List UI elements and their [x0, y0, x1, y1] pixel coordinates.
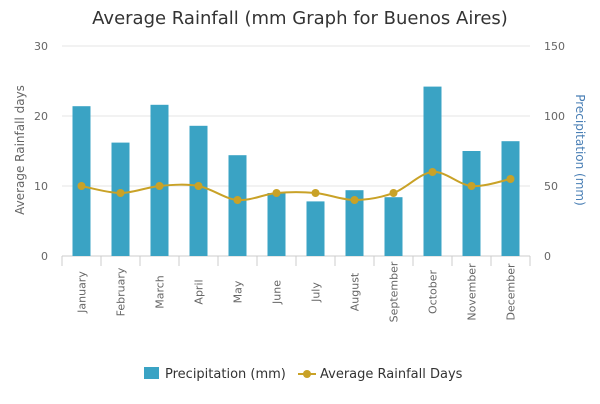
precipitation-bar[interactable]: [72, 106, 91, 256]
rainfall-days-point[interactable]: [467, 182, 476, 190]
rainfall-days-point[interactable]: [389, 189, 398, 197]
precipitation-bars: [72, 86, 520, 256]
left-axis-tick-label: 0: [41, 250, 48, 263]
precipitation-bar[interactable]: [267, 193, 286, 256]
left-axis-tick-label: 20: [34, 110, 48, 123]
rainfall-days-point[interactable]: [233, 196, 242, 204]
left-axis-label: Average Rainfall days: [13, 85, 27, 215]
legend-rainfall-days-label: Average Rainfall Days: [320, 367, 463, 382]
x-axis-category-label: June: [271, 280, 284, 305]
x-axis-category-label: July: [310, 282, 323, 303]
precipitation-bar[interactable]: [189, 125, 208, 256]
rainfall-days-point[interactable]: [506, 175, 515, 183]
precipitation-bar[interactable]: [462, 151, 481, 256]
rainfall-days-point[interactable]: [116, 189, 125, 197]
legend-precipitation-swatch: [144, 367, 159, 379]
precipitation-bar[interactable]: [306, 201, 325, 256]
left-axis-tick-label: 10: [34, 180, 48, 193]
x-axis-category-label: April: [193, 279, 206, 304]
left-axis: 0 10 20 30: [34, 40, 48, 263]
x-axis-category-label: October: [427, 270, 440, 314]
rainfall-days-point[interactable]: [155, 182, 164, 190]
x-axis-category-label: May: [232, 280, 245, 303]
legend: Precipitation (mm) Average Rainfall Days: [144, 367, 463, 382]
precipitation-bar[interactable]: [345, 190, 364, 256]
x-axis-category-label: September: [388, 261, 401, 322]
precipitation-bar[interactable]: [228, 155, 247, 256]
right-axis: 0 50 100 150: [544, 40, 565, 263]
rainfall-days-point[interactable]: [428, 168, 437, 176]
precipitation-bar[interactable]: [150, 104, 169, 256]
rainfall-days-point[interactable]: [77, 182, 86, 190]
rainfall-days-point[interactable]: [272, 189, 281, 197]
x-axis-category-label: November: [466, 263, 479, 321]
rainfall-days-point[interactable]: [311, 189, 320, 197]
right-axis-tick-label: 0: [544, 250, 551, 263]
rainfall-days-line: [77, 168, 515, 204]
right-axis-label: Precipitation (mm): [573, 94, 587, 206]
legend-rainfall-days-marker: [303, 370, 311, 378]
right-axis-tick-label: 50: [544, 180, 558, 193]
x-axis-category-label: February: [115, 267, 128, 316]
precipitation-bar[interactable]: [501, 141, 520, 256]
precipitation-bar[interactable]: [111, 142, 130, 256]
rainfall-days-point[interactable]: [350, 196, 359, 204]
chart-title: Average Rainfall (mm Graph for Buenos Ai…: [92, 8, 508, 29]
right-axis-tick-label: 150: [544, 40, 565, 53]
right-axis-tick-label: 100: [544, 110, 565, 123]
x-axis: January February March April May June July Augu…: [61, 256, 531, 322]
x-axis-category-label: March: [154, 275, 167, 309]
x-axis-category-label: December: [505, 263, 518, 321]
precipitation-bar[interactable]: [384, 197, 403, 256]
grid-lines: [62, 45, 530, 257]
x-axis-category-label: August: [349, 272, 362, 311]
rainfall-days-point[interactable]: [194, 182, 203, 190]
left-axis-tick-label: 30: [34, 40, 48, 53]
x-axis-category-label: January: [76, 271, 89, 314]
legend-precipitation-label: Precipitation (mm): [165, 367, 286, 382]
